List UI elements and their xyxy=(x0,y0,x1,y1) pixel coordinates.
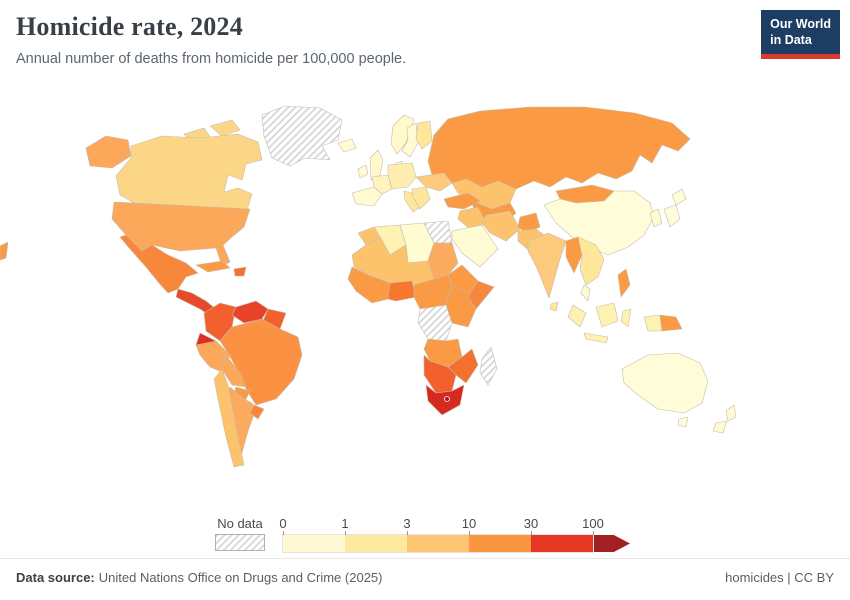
country-sulawesi[interactable] xyxy=(620,308,632,328)
logo-line1: Our World xyxy=(770,17,831,31)
legend-tick xyxy=(407,531,408,535)
country-myanmar[interactable] xyxy=(565,236,583,274)
country-japan[interactable] xyxy=(663,188,687,228)
country-iran[interactable] xyxy=(481,210,521,242)
world-map[interactable] xyxy=(0,88,850,508)
map-container xyxy=(0,88,850,508)
country-borneo[interactable] xyxy=(595,302,619,328)
country-png[interactable] xyxy=(659,314,683,332)
country-finland[interactable] xyxy=(415,120,433,150)
chart-title: Homicide rate, 2024 xyxy=(16,12,243,41)
data-source: Data source: United Nations Office on Dru… xyxy=(16,570,382,585)
country-italy[interactable] xyxy=(403,190,421,213)
country-tasmania[interactable] xyxy=(677,416,689,428)
country-hispaniola[interactable] xyxy=(233,266,247,277)
legend-tick-label: 1 xyxy=(341,516,349,531)
legend-tick xyxy=(283,531,284,535)
country-korea[interactable] xyxy=(649,208,663,228)
country-namibia-botswana[interactable] xyxy=(423,354,457,394)
owid-logo[interactable]: Our World in Data xyxy=(761,10,840,59)
country-philippines[interactable] xyxy=(617,268,631,298)
legend-gradient-bar xyxy=(282,534,594,553)
country-indochina[interactable] xyxy=(577,236,605,286)
country-chile[interactable] xyxy=(213,368,245,468)
country-iberia[interactable] xyxy=(351,186,383,207)
country-nigeria[interactable] xyxy=(387,280,417,302)
data-source-text: United Nations Office on Drugs and Crime… xyxy=(98,570,383,585)
country-usa[interactable] xyxy=(111,201,251,267)
country-uruguay[interactable] xyxy=(249,404,265,420)
legend-arrow[interactable] xyxy=(594,535,630,552)
country-cuba[interactable] xyxy=(195,260,231,273)
country-chukotka-fragment[interactable] xyxy=(0,241,9,261)
country-sumatra[interactable] xyxy=(567,304,587,328)
country-ireland[interactable] xyxy=(357,164,369,179)
country-ukraine[interactable] xyxy=(415,172,453,192)
country-turkey[interactable] xyxy=(443,192,481,210)
legend-segment[interactable] xyxy=(345,535,407,552)
country-greenland[interactable] xyxy=(261,105,343,167)
country-canada[interactable] xyxy=(115,133,263,219)
legend-segment[interactable] xyxy=(469,535,531,552)
country-west-papua[interactable] xyxy=(643,314,663,332)
country-india[interactable] xyxy=(527,232,567,299)
legend-segment[interactable] xyxy=(407,535,469,552)
country-peru[interactable] xyxy=(195,340,231,374)
legend-tick xyxy=(345,531,346,535)
legend-tick-label: 100 xyxy=(582,516,604,531)
country-java[interactable] xyxy=(583,332,609,344)
country-balkans[interactable] xyxy=(411,186,431,210)
country-sweden[interactable] xyxy=(401,122,419,158)
legend-no-data[interactable]: No data xyxy=(215,516,265,551)
legend-tick-label: 3 xyxy=(403,516,411,531)
no-data-swatch-icon[interactable] xyxy=(215,534,265,551)
country-central-europe[interactable] xyxy=(387,162,417,190)
chart-subtitle: Annual number of deaths from homicide pe… xyxy=(16,51,407,67)
legend-color-bar: 0 1 3 10 30 100 xyxy=(279,516,643,554)
country-uk[interactable] xyxy=(369,149,384,181)
legend-tick xyxy=(469,531,470,535)
logo-line2: in Data xyxy=(770,33,812,48)
country-bolivia[interactable] xyxy=(221,354,247,388)
country-australia[interactable] xyxy=(621,352,709,414)
chart-footer: Data source: United Nations Office on Dru… xyxy=(0,558,850,585)
country-madagascar[interactable] xyxy=(479,346,498,386)
data-source-label: Data source: xyxy=(16,570,95,585)
legend-tick-label: 10 xyxy=(461,516,477,531)
attribution-text[interactable]: homicides | CC BY xyxy=(725,570,834,585)
country-drc[interactable] xyxy=(417,304,453,342)
country-mexico[interactable] xyxy=(119,234,199,294)
country-alaska[interactable] xyxy=(85,135,132,169)
country-norway[interactable] xyxy=(390,114,415,155)
legend-tick-label: 0 xyxy=(279,516,287,531)
legend-no-data-label: No data xyxy=(217,516,263,531)
country-new-zealand[interactable] xyxy=(712,404,737,434)
chart-header: Homicide rate, 2024 Annual number of dea… xyxy=(16,12,406,67)
legend-segment[interactable] xyxy=(531,535,593,552)
country-sri-lanka[interactable] xyxy=(549,301,559,312)
legend-tick xyxy=(593,531,594,535)
logo-accent xyxy=(761,53,840,59)
country-france[interactable] xyxy=(371,174,393,195)
country-russia[interactable] xyxy=(427,106,691,190)
legend-tick xyxy=(531,531,532,535)
legend-tick-label: 30 xyxy=(523,516,539,531)
legend-segment[interactable] xyxy=(283,535,345,552)
country-malay-peninsula[interactable] xyxy=(580,284,591,302)
country-iceland[interactable] xyxy=(337,138,357,153)
country-saudi[interactable] xyxy=(451,224,499,268)
country-lesotho[interactable] xyxy=(444,396,450,402)
country-west-africa[interactable] xyxy=(347,266,391,304)
